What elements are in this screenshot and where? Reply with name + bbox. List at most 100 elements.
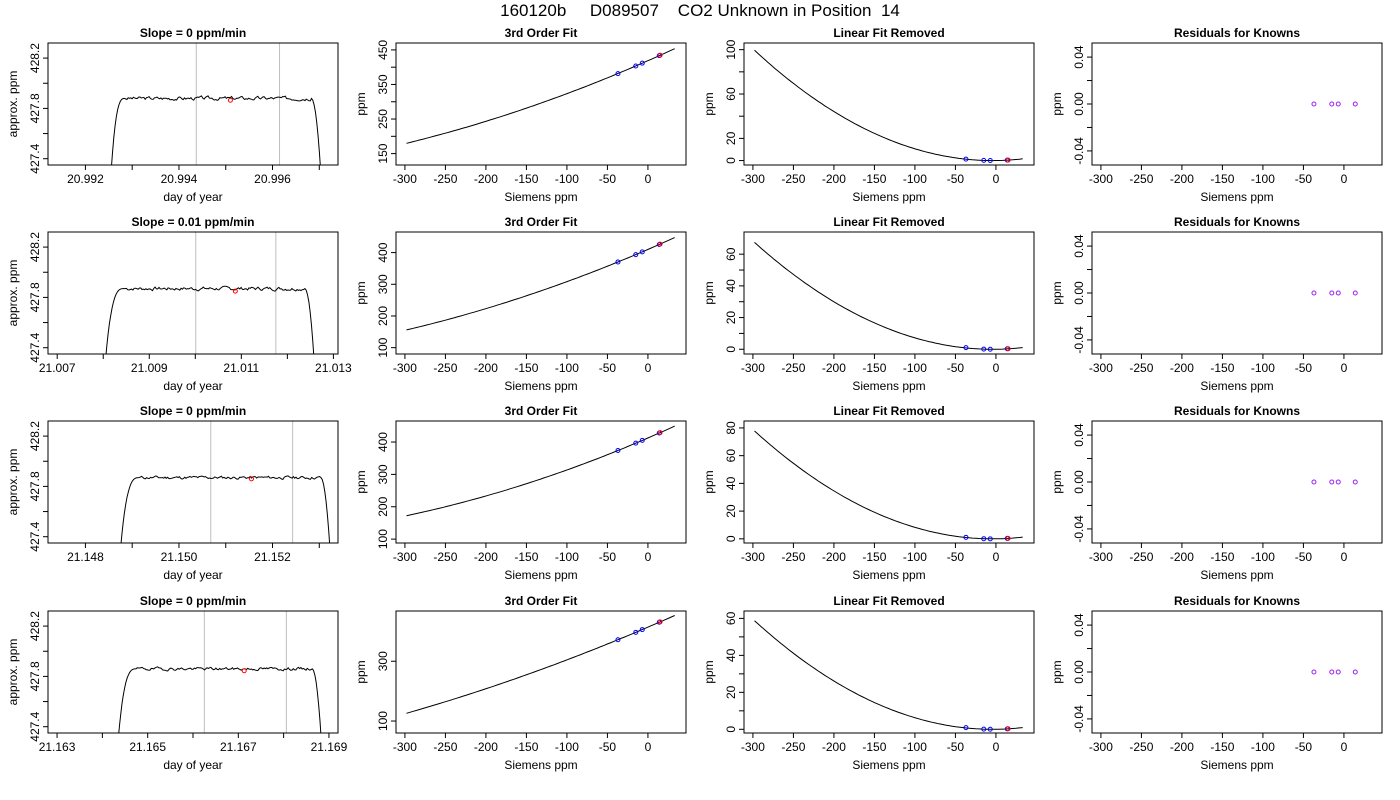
panel: 21.007 21.009 21.011 21.013 427.4 427.8 428.2 S… <box>6 215 352 393</box>
x-axis-label: Siemens ppm <box>1200 379 1273 393</box>
x-axis-label: Siemens ppm <box>504 758 577 772</box>
y-tick-label: 80 <box>724 421 738 435</box>
x-tick-label: -250 <box>433 172 457 186</box>
plot-area <box>754 620 1023 732</box>
data-point <box>633 252 639 258</box>
data-point <box>1329 290 1335 296</box>
panel: 21.163 21.165 21.167 21.169 427.4 427.8 428.2 S… <box>6 594 348 772</box>
x-tick-label: 0 <box>1341 550 1348 564</box>
y-tick-label: 200 <box>376 306 390 326</box>
fit-curve <box>754 242 1023 350</box>
x-tick-label: -150 <box>862 172 886 186</box>
y-tick-label: 20 <box>724 685 738 699</box>
y-tick-label: 40 <box>724 476 738 490</box>
y-tick-label: 100 <box>376 337 390 357</box>
panel-title: 3rd Order Fit <box>505 594 578 608</box>
data-point <box>1352 479 1358 485</box>
x-tick-label: 21.165 <box>129 740 166 754</box>
y-axis-label: approx. ppm <box>6 639 20 706</box>
figure-title: 160120b D089507 CO2 Unknown in Position … <box>500 1 900 20</box>
fit-curve <box>406 48 675 144</box>
x-tick-label: 0 <box>993 172 1000 186</box>
data-trace <box>120 475 331 543</box>
x-tick-label: -200 <box>822 740 846 754</box>
y-tick-label: 20 <box>724 311 738 325</box>
x-tick-label: -50 <box>1295 172 1313 186</box>
y-axis-label: ppm <box>1050 92 1064 115</box>
y-axis-label: ppm <box>354 660 368 683</box>
data-point <box>963 725 969 731</box>
panel: -300 -250 -200 -150 -100 -50 0 -0.04 0.00 0.04 Res… <box>1050 404 1383 582</box>
x-tick-label: 0 <box>645 740 652 754</box>
x-tick-label: -150 <box>514 740 538 754</box>
plot-frame <box>395 610 687 734</box>
x-tick-label: -50 <box>599 550 617 564</box>
plot-area <box>406 237 675 331</box>
x-tick-label: -50 <box>1295 361 1313 375</box>
data-point <box>657 430 663 436</box>
x-axis-label: Siemens ppm <box>504 190 577 204</box>
y-tick-label: -0.04 <box>1072 705 1086 733</box>
x-tick-label: -300 <box>393 361 417 375</box>
data-point <box>1329 101 1335 107</box>
plot-frame <box>743 610 1035 734</box>
x-tick-label: 21.011 <box>223 361 259 375</box>
y-tick-label: 0.04 <box>1072 45 1086 69</box>
x-tick-label: 0 <box>645 361 652 375</box>
data-point <box>963 156 969 162</box>
x-tick-label: -100 <box>1251 361 1275 375</box>
x-tick-label: -300 <box>1089 740 1113 754</box>
x-tick-label: -250 <box>433 550 457 564</box>
data-point <box>639 60 645 66</box>
data-point <box>657 241 663 247</box>
x-tick-label: 21.150 <box>161 550 198 564</box>
y-tick-label: 0 <box>724 346 738 353</box>
x-tick-label: -100 <box>903 172 927 186</box>
x-tick-label: -150 <box>514 172 538 186</box>
y-tick-label: 300 <box>376 464 390 484</box>
x-tick-label: 21.148 <box>67 550 104 564</box>
x-tick-label: -300 <box>393 550 417 564</box>
data-trace <box>111 95 321 165</box>
panel: -300 -250 -200 -150 -100 -50 0 0 20 40 60 Linear Fi… <box>702 594 1035 772</box>
x-axis-label: Siemens ppm <box>504 379 577 393</box>
x-tick-label: -50 <box>599 740 617 754</box>
x-tick-label: -100 <box>1251 740 1275 754</box>
y-tick-label: 427.8 <box>28 282 42 312</box>
plot-area <box>754 430 1023 542</box>
y-tick-label: 150 <box>376 143 390 163</box>
x-tick-label: 21.013 <box>315 361 352 375</box>
y-tick-label: 300 <box>376 651 390 671</box>
data-point <box>1005 346 1011 352</box>
data-point <box>981 726 987 732</box>
plot-frame <box>1091 42 1383 166</box>
y-tick-label: 427.4 <box>28 521 42 551</box>
plot-area <box>406 615 675 714</box>
data-point <box>615 71 621 77</box>
sample-marker <box>248 476 254 482</box>
x-tick-label: 0 <box>1341 361 1348 375</box>
y-tick-label: 428.2 <box>28 232 42 262</box>
y-axis-label: approx. ppm <box>6 260 20 327</box>
x-tick-label: -250 <box>1129 740 1153 754</box>
x-tick-label: -200 <box>474 740 498 754</box>
y-tick-label: 100 <box>376 711 390 731</box>
x-tick-label: -150 <box>1210 740 1234 754</box>
x-tick-label: 21.152 <box>254 550 291 564</box>
x-tick-label: -300 <box>741 361 765 375</box>
panel: -300 -250 -200 -150 -100 -50 0 100 200 300 400 3rd … <box>354 404 687 582</box>
panel: -300 -250 -200 -150 -100 -50 0 0 20 60 100 Linear F… <box>702 26 1035 204</box>
x-tick-label: 0 <box>993 550 1000 564</box>
x-tick-label: 0 <box>645 550 652 564</box>
data-point <box>981 157 987 163</box>
data-point <box>987 158 993 164</box>
x-tick-label: -200 <box>1170 172 1194 186</box>
fit-curve <box>754 620 1023 730</box>
y-tick-label: -0.04 <box>1072 326 1086 354</box>
x-tick-label: -50 <box>947 740 965 754</box>
x-tick-label: 21.009 <box>131 361 168 375</box>
plot-area <box>754 242 1023 352</box>
x-tick-label: -150 <box>1210 550 1234 564</box>
data-point <box>1005 535 1011 541</box>
y-tick-label: 100 <box>724 39 738 59</box>
